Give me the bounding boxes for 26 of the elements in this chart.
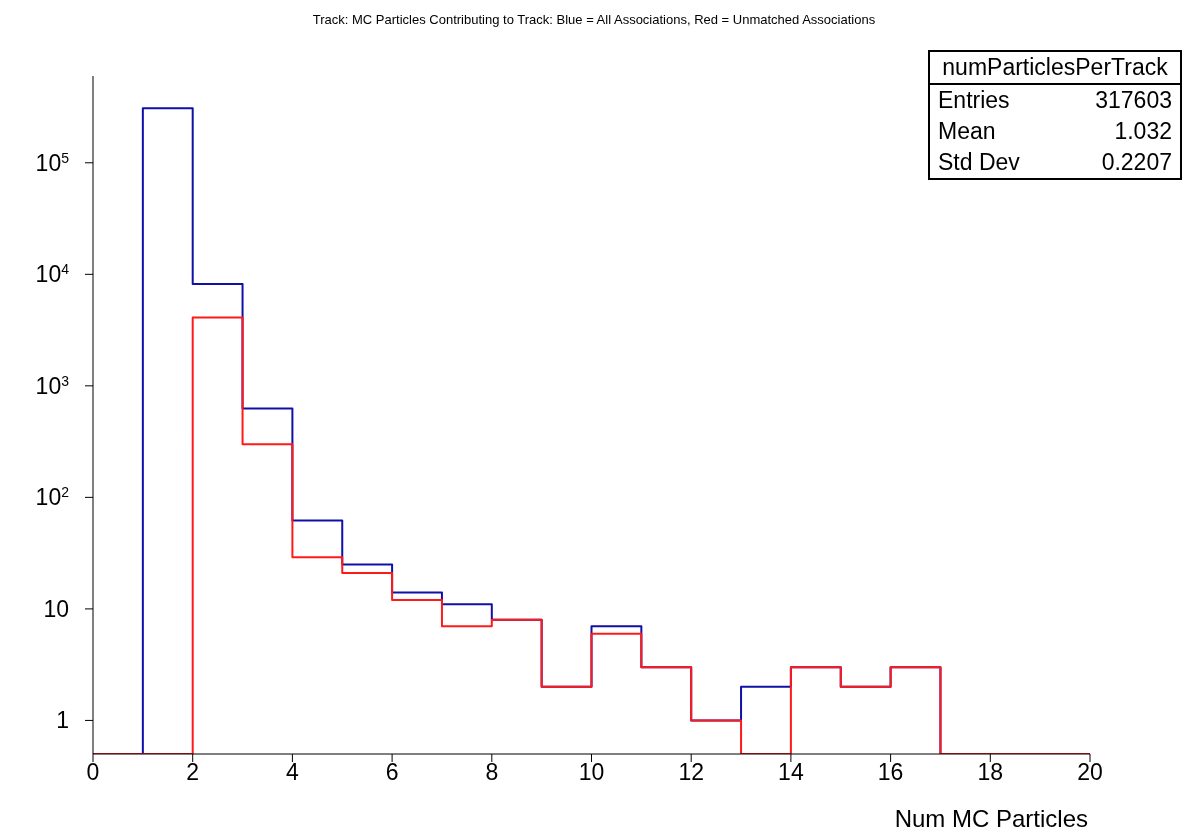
x-tick-label: 6	[385, 759, 399, 786]
x-tick-label: 8	[485, 759, 499, 786]
y-tick-label: 10	[43, 595, 69, 622]
x-tick-label: 0	[86, 759, 100, 786]
text: 317603	[1095, 87, 1172, 114]
chart-title: Track: MC Particles Contributing to Track: Blue = All Associations, Red = Unmatched Associations	[311, 12, 877, 27]
y-tick-label: 10$^{4}$	[35, 261, 70, 288]
x-tick-label: 10	[578, 759, 605, 786]
x-tick-label: 20	[1077, 759, 1103, 786]
x-tick-label: 2	[186, 759, 200, 786]
x-tick-label: 16	[877, 759, 904, 786]
annotation: Entries	[938, 87, 1010, 114]
y-tick-label: 1	[56, 707, 69, 734]
text: 0.2207	[1101, 149, 1172, 176]
x-tick-label: 4	[286, 759, 299, 786]
annotation: numParticlesPerTrack	[930, 52, 1180, 85]
y-tick-label: 10$^{3}$	[35, 372, 70, 399]
annotation: Std Dev	[938, 149, 1020, 176]
annotation: Mean	[938, 118, 996, 145]
x-axis-title: Num MC Particles	[894, 805, 1088, 832]
x-tick-label: 18	[977, 759, 1004, 786]
x-tick-label: 14	[778, 759, 804, 786]
text: 1.032	[1114, 118, 1172, 145]
x-tick-label: 12	[678, 759, 704, 786]
y-tick-label: 10$^{5}$	[35, 149, 70, 176]
y-tick-label: 10$^{2}$	[35, 484, 70, 511]
